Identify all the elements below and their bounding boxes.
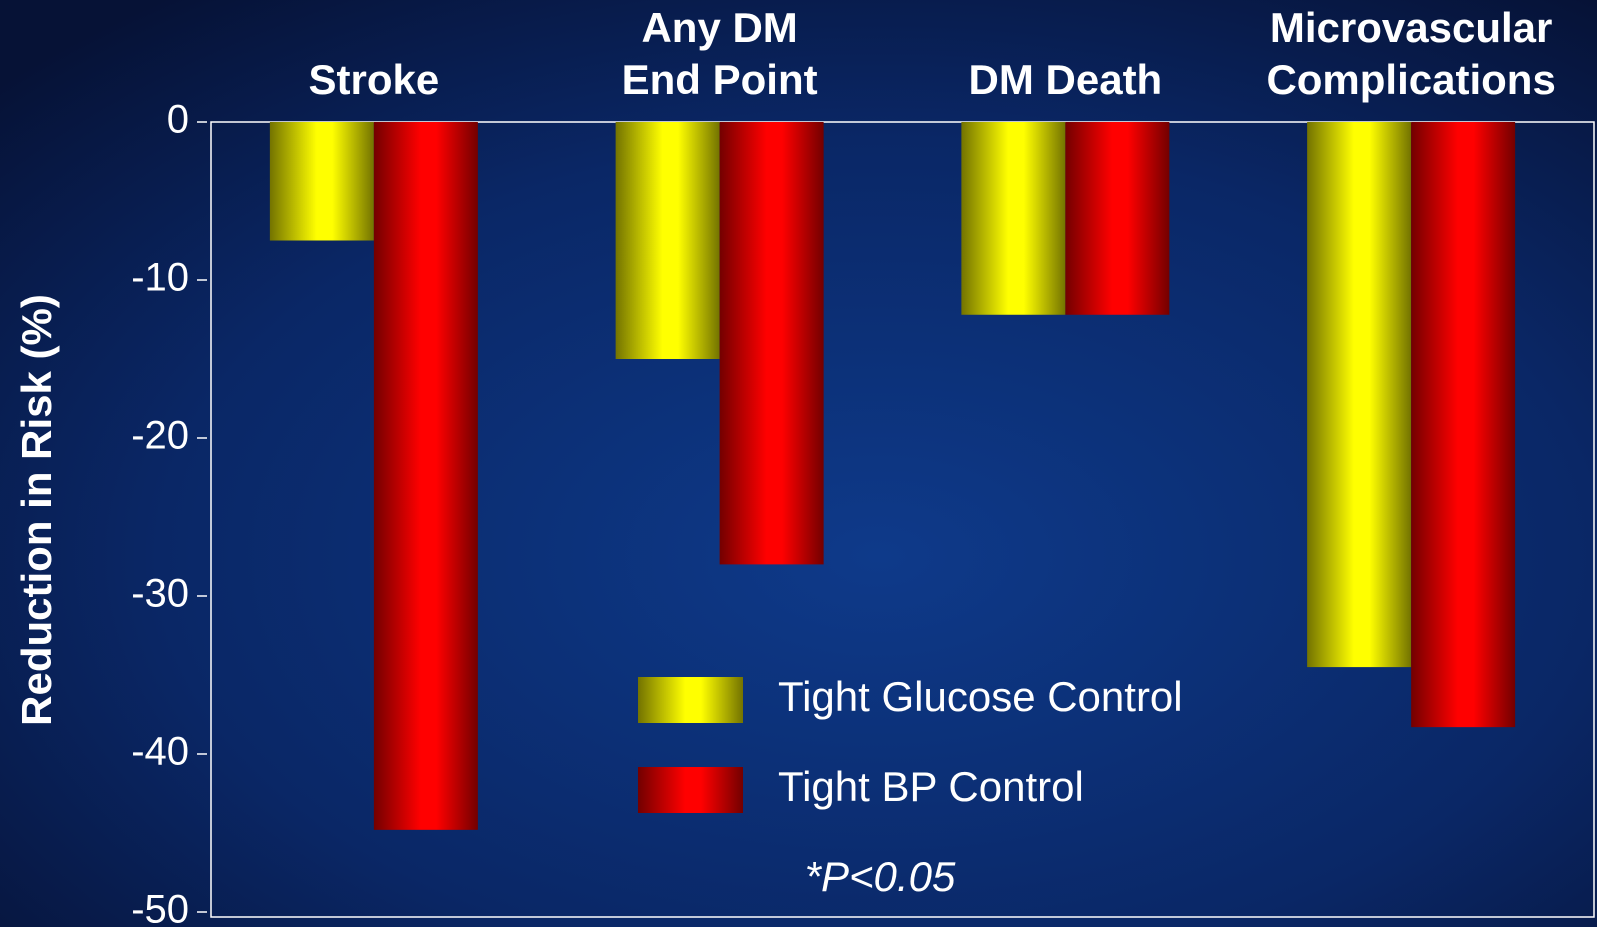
bar (961, 122, 1066, 315)
bar (269, 122, 374, 241)
legend-label: Tight Glucose Control (778, 673, 1183, 720)
y-tick-label: -40 (131, 730, 189, 774)
y-tick-label: 0 (167, 98, 189, 142)
legend-label: Tight BP Control (778, 763, 1084, 810)
y-tick-label: -10 (131, 256, 189, 300)
bar (1411, 122, 1516, 728)
plot-frame (210, 121, 1595, 918)
y-tick-label: -50 (131, 888, 189, 927)
bar (719, 122, 824, 565)
legend-swatch (638, 677, 743, 723)
category-label: Stroke (309, 56, 440, 103)
bar (1065, 122, 1170, 315)
legend-swatch (638, 767, 743, 813)
y-axis-label: Reduction in Risk (%) (13, 294, 60, 726)
category-label: Microvascular Complications (1266, 4, 1555, 103)
bar (373, 122, 478, 830)
bar (1307, 122, 1412, 668)
bar (615, 122, 720, 359)
y-tick-label: -20 (131, 414, 189, 458)
category-label: DM Death (969, 56, 1163, 103)
y-tick-label: -30 (131, 572, 189, 616)
category-label: Any DM End Point (622, 4, 818, 103)
annotation: *P<0.05 (805, 853, 956, 900)
